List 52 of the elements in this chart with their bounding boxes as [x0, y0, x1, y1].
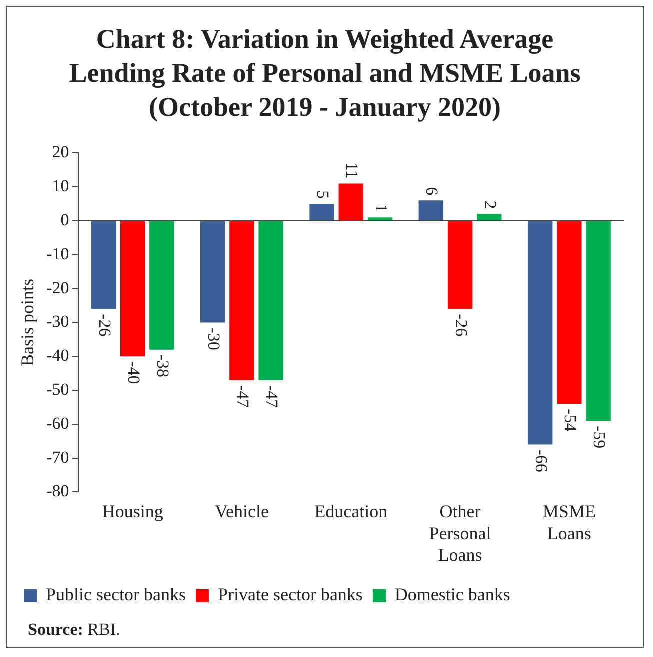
bar [368, 218, 393, 220]
data-label: 11 [342, 162, 362, 179]
bar [586, 222, 611, 422]
x-tick-label: Other Personal Loans [429, 502, 492, 565]
data-label: 2 [480, 200, 500, 210]
data-label: -40 [124, 362, 144, 384]
data-label: -26 [452, 314, 471, 337]
bar [418, 200, 444, 220]
data-label: -66 [532, 450, 551, 472]
y-tick-label: -20 [46, 278, 70, 298]
data-label: -47 [234, 385, 253, 408]
y-tick-label: -70 [46, 448, 70, 467]
bar [230, 222, 254, 380]
data-label: -26 [95, 314, 114, 337]
x-tick-label: MSME Loans [542, 502, 596, 544]
y-tick-label: -40 [46, 346, 70, 366]
chart-title: Chart 8: Variation in Weighted Average Lending Rate of Personal and MSME Loans (October 2019 - January 2020) [68, 23, 582, 124]
legend-label: Domestic banks [394, 584, 510, 605]
y-tick-label: 0 [60, 210, 70, 230]
bar [200, 222, 226, 323]
data-label: -59 [590, 426, 610, 449]
y-tick-label: -30 [46, 312, 70, 332]
source-note: Source: RBI. [28, 620, 120, 640]
bar [448, 222, 473, 310]
y-tick-label: -60 [46, 414, 70, 433]
y-tick-label: -80 [46, 482, 70, 501]
bar [338, 184, 364, 220]
data-label: 5 [314, 190, 333, 200]
data-label: -30 [204, 328, 224, 350]
data-label: 1 [372, 204, 391, 213]
y-tick-label: 20 [52, 142, 70, 162]
bar [528, 222, 553, 445]
bar [120, 222, 146, 357]
x-tick-label: Vehicle [214, 502, 269, 522]
bar [557, 222, 582, 404]
data-label: -47 [262, 385, 282, 408]
bar [310, 204, 334, 220]
y-axis-title: Basis points [18, 278, 38, 366]
bar [258, 222, 284, 380]
x-tick-label: Housing [102, 502, 164, 522]
data-label: 6 [422, 187, 442, 196]
legend-label: Private sector banks [218, 584, 363, 605]
bar [91, 222, 116, 310]
y-tick-label: -10 [46, 244, 70, 264]
bar [477, 214, 502, 220]
data-label: -54 [560, 409, 580, 432]
legend-label: Public sector banks [46, 584, 186, 605]
y-tick-label: -50 [46, 380, 70, 399]
data-label: -38 [153, 354, 172, 378]
x-tick-label: Education [314, 502, 388, 522]
bar [150, 222, 174, 350]
y-tick-label: 10 [52, 176, 70, 196]
